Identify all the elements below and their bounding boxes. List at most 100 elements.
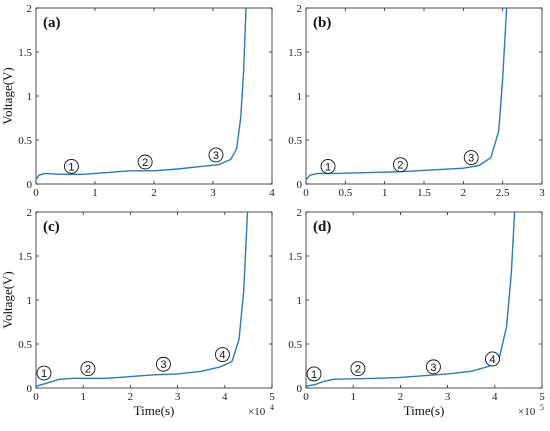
x-tick-label: 2 [398,391,404,403]
x-tick-label: 2 [128,391,134,403]
x-tick-label: 0 [303,187,309,199]
marker-circle [137,154,153,170]
panel-label: (c) [43,219,60,235]
y-tick-label: 0.5 [288,135,302,147]
y-tick-label: 1 [27,295,33,307]
x-tick-label: 3 [445,391,451,403]
marker-label: 3 [160,359,166,371]
marker-circle [425,359,441,375]
x-tick-label: 1 [92,187,98,199]
marker: 4 [484,351,500,367]
plot-frame [305,211,543,389]
marker-circle [392,157,408,173]
x-tick-label: 4 [269,187,275,199]
x-tick-label: 3 [210,187,216,199]
marker-label: 2 [355,364,361,376]
marker-label: 4 [489,354,495,366]
chart-panel: 0 0.5 1 1.5 2 2.5 3 0 0.5 1 1.5 2 1 2 3 (b) [288,3,545,199]
y-tick-label: 0 [297,179,303,191]
marker-circle [306,366,322,382]
marker-label: 1 [68,161,74,173]
y-tick-label: 1 [297,91,303,103]
y-tick-label: 0 [27,179,33,191]
marker-circle [214,347,230,363]
series-line [35,211,249,387]
y-tick-label: 0 [297,383,303,395]
x-multiplier: ×10 [248,406,266,418]
x-tick-label: 2 [151,187,157,199]
marker-circle [484,351,500,367]
x-tick-label: 2.5 [496,187,510,199]
x-axis-label: Time(s) [404,403,445,418]
x-tick-label: 4 [492,391,498,403]
marker: 2 [350,361,366,377]
y-tick-label: 2 [27,3,33,15]
x-tick-label: 1.5 [417,187,431,199]
y-tick-label: 2 [297,3,303,15]
marker: 2 [137,154,153,170]
marker: 1 [306,366,322,382]
marker-circle [80,361,96,377]
x-tick-label: 4 [222,391,228,403]
marker: 4 [214,347,230,363]
y-tick-label: 1.5 [288,251,302,263]
x-tick-label: 2 [461,187,467,199]
x-multiplier-exponent: 4 [270,403,274,412]
y-tick-label: 2 [27,207,33,219]
panel-label: (d) [313,219,331,235]
panel-label: (a) [43,15,61,31]
marker: 3 [425,359,441,375]
marker: 3 [208,147,224,163]
x-tick-label: 1 [382,187,388,199]
y-tick-label: 1.5 [18,47,32,59]
y-tick-label: 0.5 [18,339,32,351]
plot-frame [305,7,543,185]
y-tick-label: 2 [297,207,303,219]
y-tick-label: 1 [27,91,33,103]
marker-circle [350,361,366,377]
marker: 3 [155,356,171,372]
chart-panel: 0 1 2 3 4 0 0.5 1 1.5 2 1 2 3 (a) Voltage(V) [0,3,275,199]
marker-circle [463,150,479,166]
series-line [305,7,508,181]
panel-label: (b) [313,15,331,31]
marker: 2 [392,157,408,173]
plot-frame [35,211,273,389]
marker-circle [63,158,79,174]
marker-circle [155,356,171,372]
chart-panel: 0 1 2 3 4 500.511.521 2 34(c)Voltage(V)Time(s) ×… [0,207,275,418]
marker-label: 3 [213,150,219,162]
y-axis-label: Voltage(V) [0,67,15,125]
marker-label: 1 [41,368,47,380]
x-multiplier-exponent: 5 [540,403,544,412]
marker: 1 [320,158,336,174]
marker: 3 [463,150,479,166]
marker-circle [208,147,224,163]
marker-label: 4 [219,350,225,362]
x-tick-label: 5 [269,391,275,403]
series-line [305,211,516,387]
x-tick-label: 1 [350,391,356,403]
x-tick-label: 0 [33,187,39,199]
x-tick-label: 0 [303,391,309,403]
x-tick-label: 0 [33,391,39,403]
x-multiplier: ×10 [518,406,536,418]
chart-panel: 0 1 2 3 4 500.511.521 2 34(d)Time(s) ×10 5 [288,207,545,418]
marker-label: 1 [311,369,317,381]
y-tick-label: 1.5 [18,251,32,263]
y-tick-label: 0.5 [288,339,302,351]
y-tick-label: 0 [27,383,33,395]
x-tick-label: 0.5 [338,187,352,199]
y-tick-label: 0.5 [18,135,32,147]
y-tick-label: 1 [297,295,303,307]
x-tick-label: 5 [539,391,545,403]
x-tick-label: 3 [175,391,181,403]
marker-label: 1 [325,161,331,173]
marker-label: 3 [430,362,436,374]
marker-label: 2 [85,364,91,376]
x-tick-label: 1 [80,391,86,403]
series-line [35,7,247,180]
marker: 2 [80,361,96,377]
plot-frame [35,7,273,185]
y-tick-label: 1.5 [288,47,302,59]
